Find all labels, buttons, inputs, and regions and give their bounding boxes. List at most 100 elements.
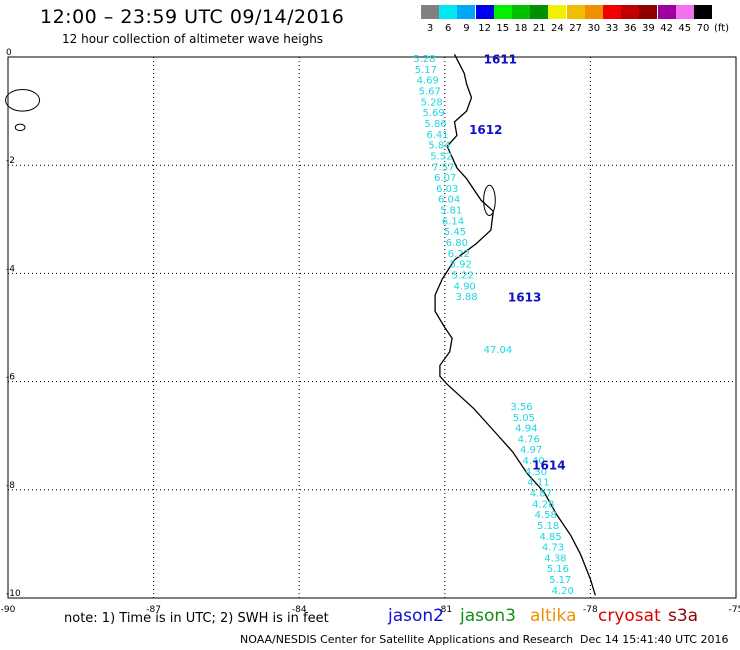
- wave-height-value: 4.28: [532, 499, 554, 510]
- legend-label: 39: [642, 23, 655, 34]
- wave-height-value: 4.76: [518, 434, 540, 445]
- wave-height-value: 4.90: [454, 281, 476, 292]
- x-tick-label: -81: [437, 605, 452, 615]
- pass-number: 1611: [484, 53, 517, 67]
- legend-label: 9: [463, 23, 470, 34]
- satellite-label: jason2: [388, 606, 444, 626]
- map-frame: [7, 56, 737, 599]
- generated-timestamp: Dec 14 15:41:40 UTC 2016: [580, 633, 729, 646]
- x-tick-label: -90: [1, 605, 16, 615]
- wave-height-value: 5.52: [430, 151, 452, 162]
- wave-height-value: 5.16: [547, 564, 569, 575]
- map-subtitle: 12 hour collection of altimeter wave hei…: [62, 32, 324, 46]
- island: [14, 123, 26, 132]
- y-tick-label: -10: [6, 589, 21, 599]
- legend-label: 70: [696, 23, 710, 34]
- legend-swatch: [421, 5, 439, 19]
- coastline-layer: [5, 54, 596, 596]
- legend-swatch: [694, 5, 712, 19]
- wave-height-value: 6.80: [446, 238, 468, 249]
- satellite-label: cryosat: [598, 606, 661, 626]
- wave-height-value: 5.22: [452, 270, 474, 281]
- wave-height-value: 4.94: [515, 424, 537, 435]
- x-tick-label: -84: [292, 605, 307, 615]
- legend-label: 21: [532, 23, 546, 34]
- wave-height-value: 3.88: [455, 292, 477, 303]
- wave-height-value: 5.69: [422, 108, 444, 119]
- wave-height-value: 4.40: [522, 456, 544, 467]
- satellite-label: altika: [530, 606, 577, 626]
- wave-height-value: 4.58: [535, 510, 557, 521]
- legend-label: 30: [587, 23, 601, 34]
- legend-swatch: [439, 5, 458, 19]
- wave-height-value: 47.04: [484, 345, 513, 356]
- legend-swatch: [639, 5, 658, 19]
- x-tick-label: -75: [729, 605, 740, 615]
- wave-height-value: 4.11: [527, 478, 549, 489]
- y-tick-label: -2: [6, 156, 15, 166]
- x-tick-label: -78: [583, 605, 598, 615]
- wave-height-value: 6.41: [426, 130, 448, 141]
- legend-unit: (ft): [714, 23, 730, 34]
- wave-height-value: 4.30: [525, 467, 547, 478]
- grid-layer: [7, 56, 737, 599]
- wave-height-value: 4.38: [544, 553, 566, 564]
- legend-swatch: [584, 5, 603, 19]
- legend-swatch: [512, 5, 530, 19]
- legend-label: 24: [551, 23, 564, 34]
- map-title: 12:00 – 23:59 UTC 09/14/2016: [40, 6, 345, 28]
- island: [5, 88, 41, 112]
- legend-label: 45: [678, 23, 692, 34]
- island: [483, 184, 496, 217]
- legend-label: 18: [514, 23, 528, 34]
- x-tick-label: -87: [146, 605, 161, 615]
- wave-height-value: 6.14: [442, 216, 464, 227]
- wave-height-value: 6.04: [438, 195, 460, 206]
- y-tick-label: -8: [6, 481, 15, 491]
- legend-swatch: [475, 5, 494, 19]
- wave-height-value: 5.05: [513, 413, 535, 424]
- wave-height-value: 4.97: [520, 445, 542, 456]
- wave-height-value: 6.22: [448, 249, 470, 260]
- y-tick-label: 0: [6, 48, 12, 58]
- legend-swatch: [457, 5, 476, 19]
- wave-height-value: 5.92: [450, 260, 472, 271]
- wave-height-value: 4.69: [417, 76, 439, 87]
- satellite-label: s3a: [668, 606, 699, 626]
- wave-height-labels: 5.285.174.695.675.285.695.866.415.845.52…: [413, 54, 574, 597]
- axis-tick-labels: -90 -87 -84 -81 -78 -75 0 -2 -4 -6 -8 -10: [1, 48, 740, 615]
- legend-label: 3: [426, 23, 434, 34]
- wave-height-value: 7.57: [432, 162, 454, 173]
- legend-swatch: [548, 5, 567, 19]
- pass-number: 1613: [508, 291, 541, 305]
- legend-swatch: [675, 5, 694, 19]
- wave-height-value: 5.45: [444, 227, 466, 238]
- pass-number: 1612: [469, 123, 502, 137]
- wave-height-value: 4.87: [530, 489, 552, 500]
- legend-label: 6: [445, 23, 452, 34]
- credit-text: NOAA/NESDIS Center for Satellite Applica…: [240, 633, 574, 646]
- legend-swatch: [621, 5, 640, 19]
- pass-number: 1614: [532, 458, 565, 472]
- footer-credit: NOAA/NESDIS Center for Satellite Applica…: [240, 633, 728, 646]
- pass-labels: 1611 1612 1613 1614: [469, 53, 565, 473]
- wave-height-value: 3.56: [510, 402, 532, 413]
- legend-swatch: [530, 5, 549, 19]
- wave-height-value: 5.81: [440, 206, 462, 217]
- legend-label: 15: [496, 23, 510, 34]
- coastline: [434, 54, 596, 596]
- wave-height-value: 5.84: [428, 141, 450, 152]
- wave-height-value: 6.07: [434, 173, 456, 184]
- wave-height-value: 5.17: [415, 65, 437, 76]
- wave-height-value: 4.20: [552, 586, 574, 597]
- satellite-label: jason3: [460, 606, 516, 626]
- legend-label: 36: [623, 23, 637, 34]
- legend-label: 42: [660, 23, 673, 34]
- y-tick-label: -6: [6, 373, 15, 383]
- y-tick-label: -4: [6, 264, 15, 274]
- wave-height-value: 6.03: [436, 184, 458, 195]
- footer-note: note: 1) Time is in UTC; 2) SWH is in fe…: [64, 611, 329, 626]
- legend-label: 12: [478, 23, 491, 34]
- wave-height-value: 5.67: [419, 87, 441, 98]
